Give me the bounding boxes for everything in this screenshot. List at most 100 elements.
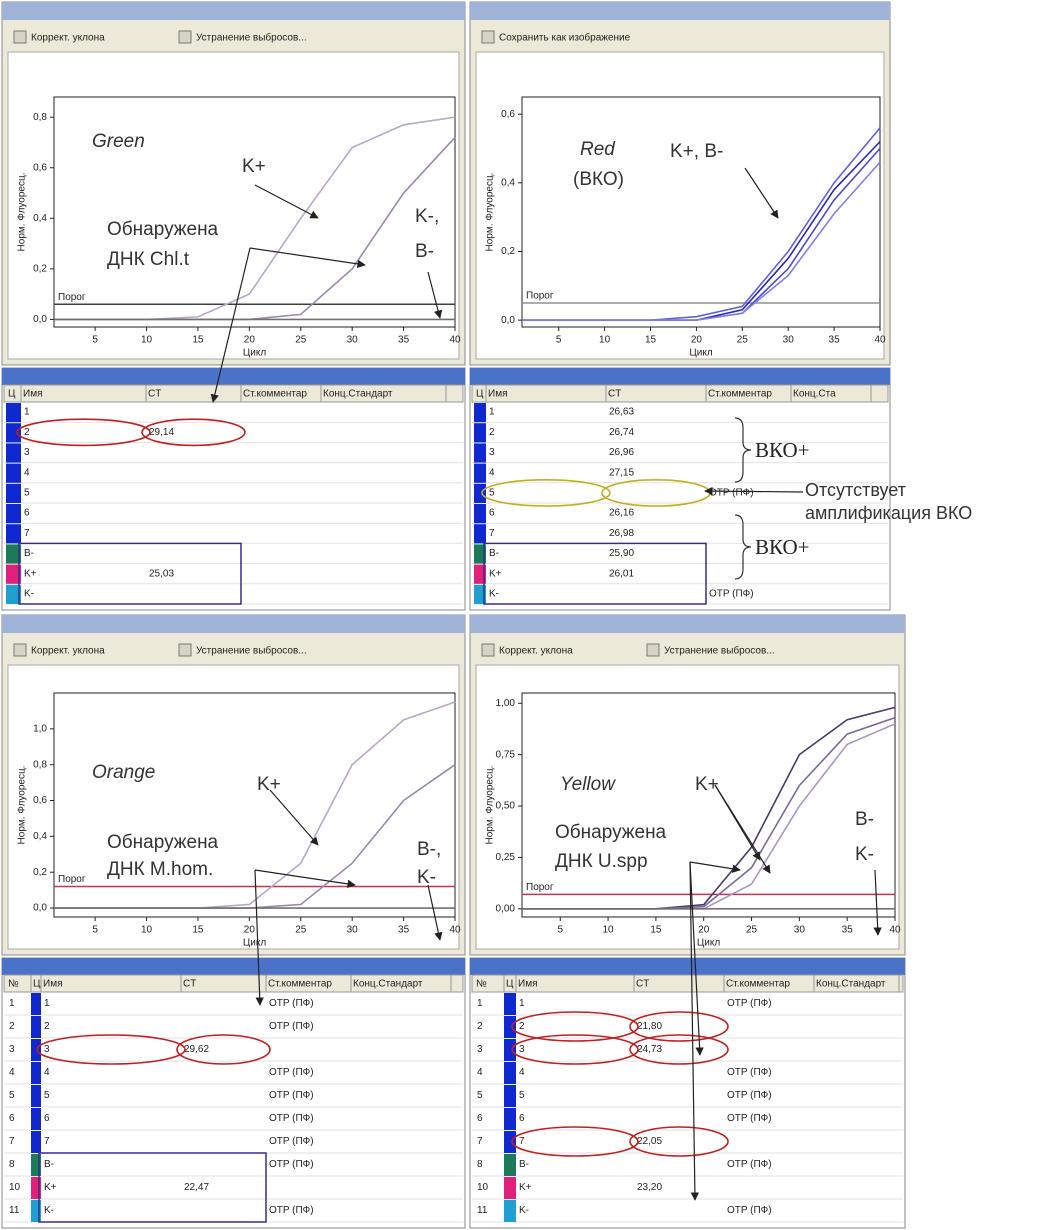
table-cell: 4 [44, 1067, 50, 1078]
y-tick-label: 0,2 [33, 264, 47, 275]
table-cell: OTP (ПФ) [269, 1113, 314, 1124]
column-header[interactable]: Имя [518, 979, 537, 990]
table-cell: 2 [9, 1021, 15, 1032]
column-header[interactable]: Имя [23, 389, 42, 400]
row-color [31, 1085, 41, 1107]
chart-title: Yellow [560, 774, 616, 795]
table-cell: 10 [9, 1182, 21, 1193]
column-header[interactable]: Ст.комментар [708, 389, 772, 400]
column-header[interactable]: Ст.комментар [268, 979, 332, 990]
table-cell: OTP (ПФ) [727, 1159, 772, 1170]
x-tick-label: 5 [92, 925, 98, 936]
column-header[interactable]: CT [636, 979, 649, 990]
toolbar-button[interactable]: Сохранить как изображение [499, 32, 631, 44]
row-color [474, 443, 486, 462]
toolbar-icon [179, 644, 191, 656]
column-header[interactable]: Имя [488, 389, 507, 400]
column-header[interactable]: Конц.Стандарт [816, 979, 886, 990]
column-header[interactable]: CT [608, 389, 621, 400]
column-header[interactable]: Ц [506, 979, 514, 990]
annotation: K+ [695, 774, 719, 795]
table-title-bar [2, 368, 465, 385]
toolbar-icon [647, 644, 659, 656]
table-window [470, 958, 905, 1228]
y-tick-label: 0,4 [33, 213, 47, 224]
column-header[interactable]: Конц.Ста [793, 389, 836, 400]
table-cell: 3 [519, 1044, 525, 1055]
x-tick-label: 10 [141, 335, 153, 346]
table-cell: 8 [9, 1159, 15, 1170]
row-color [6, 524, 21, 543]
toolbar-icon [482, 644, 494, 656]
x-tick-label: 20 [698, 925, 710, 936]
column-header[interactable]: Имя [43, 979, 62, 990]
row-color [31, 1108, 41, 1130]
table-cell: 5 [24, 488, 30, 499]
table-cell: 7 [477, 1136, 483, 1147]
table-cell: 2 [477, 1021, 483, 1032]
x-tick-label: 20 [691, 335, 703, 346]
table-cell: B- [519, 1159, 529, 1170]
row-color [504, 993, 516, 1015]
chart-area [8, 665, 459, 949]
row-color [504, 1154, 516, 1176]
x-tick-label: 30 [347, 335, 359, 346]
column-header[interactable]: Ц [8, 389, 16, 400]
window-title-bar [2, 2, 465, 20]
y-tick-label: 0,00 [496, 903, 516, 914]
table-cell: 4 [489, 467, 495, 478]
column-header[interactable]: № [476, 979, 487, 990]
toolbar-button[interactable]: Устранение выбросов... [664, 645, 775, 657]
x-tick-label: 20 [244, 925, 256, 936]
row-color [474, 504, 486, 523]
table-cell: 3 [44, 1044, 50, 1055]
toolbar-button[interactable]: Коррект. уклона [499, 646, 573, 657]
table-cell: OTP (ПФ) [727, 1090, 772, 1101]
row-color [6, 464, 21, 483]
annotation: Обнаружена [107, 219, 219, 240]
table-cell: B- [44, 1159, 54, 1170]
table-cell: 1 [489, 407, 495, 418]
table-cell: OTP (ПФ) [709, 589, 754, 600]
table-cell: 5 [44, 1090, 50, 1101]
window-title-bar [2, 615, 465, 633]
x-tick-label: 5 [557, 925, 563, 936]
annotation: K+, B- [670, 141, 723, 162]
table-cell: OTP (ПФ) [727, 1113, 772, 1124]
y-tick-label: 0,6 [501, 109, 515, 120]
annotation: B-, [417, 839, 441, 860]
table-cell: 5 [489, 488, 495, 499]
y-tick-label: 0,75 [496, 749, 516, 760]
column-header[interactable]: Ст.комментар [726, 979, 790, 990]
toolbar-button[interactable]: Коррект. уклона [31, 646, 105, 657]
column-header[interactable]: Конц.Стандарт [323, 389, 393, 400]
x-tick-label: 15 [645, 335, 657, 346]
toolbar-icon [14, 31, 26, 43]
table-cell: 6 [24, 508, 30, 519]
column-header[interactable]: Конц.Стандарт [353, 979, 423, 990]
column-header[interactable]: Ст.комментар [243, 389, 307, 400]
toolbar-button[interactable]: Коррект. уклона [31, 33, 105, 44]
x-tick-label: 40 [889, 925, 901, 936]
column-header[interactable]: Ц [33, 979, 41, 990]
column-header[interactable]: CT [148, 389, 161, 400]
table-cell: OTP (ПФ) [269, 1136, 314, 1147]
y-tick-label: 1,0 [33, 723, 47, 734]
column-header[interactable]: CT [183, 979, 196, 990]
toolbar-button[interactable]: Устранение выбросов... [196, 32, 307, 44]
column-header[interactable]: Ц [476, 389, 484, 400]
row-color [6, 484, 21, 503]
x-tick-label: 25 [295, 925, 307, 936]
table-cell: K+ [24, 568, 37, 579]
table-cell: OTP (ПФ) [709, 488, 754, 499]
table-cell: 1 [44, 998, 50, 1009]
table-cell: 4 [477, 1067, 483, 1078]
toolbar-button[interactable]: Устранение выбросов... [196, 645, 307, 657]
table-title-bar [470, 368, 890, 385]
table-cell: 2 [24, 427, 30, 438]
y-tick-label: 0,25 [496, 852, 516, 863]
table-cell: 6 [477, 1113, 483, 1124]
note: Отсутствует [805, 480, 906, 500]
y-tick-label: 0,8 [33, 759, 47, 770]
column-header[interactable]: № [8, 979, 19, 990]
